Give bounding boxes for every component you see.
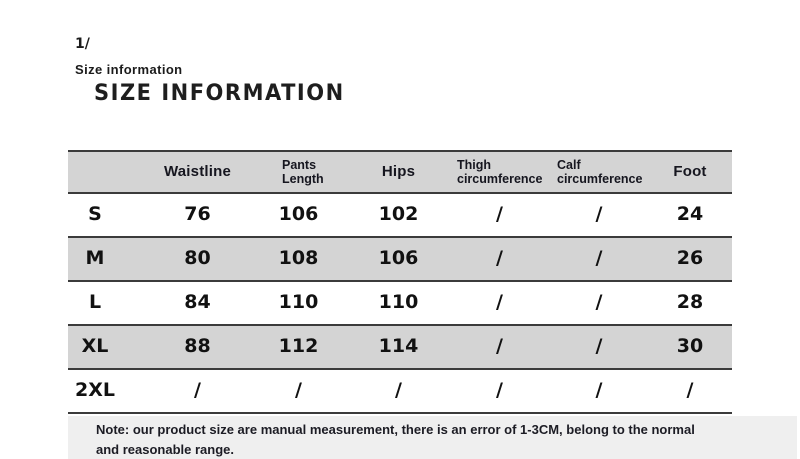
cell-hips: 106 <box>378 247 419 270</box>
size-table: Waistline Pants Length Hips Thigh circum… <box>68 150 732 414</box>
table-row-l: L 84 110 110 / / 28 <box>68 282 732 326</box>
cell-thigh-circumference: / <box>496 379 503 402</box>
cell-thigh-circumference: / <box>496 291 503 314</box>
cell-calf-circumference: / <box>595 203 603 226</box>
table-header-row: Waistline Pants Length Hips Thigh circum… <box>68 152 732 194</box>
cell-calf-circumference: / <box>595 335 603 358</box>
cell-foot: 24 <box>676 203 704 226</box>
cell-waistline: 88 <box>184 335 211 358</box>
cell-waistline: 80 <box>184 247 211 270</box>
column-header-waistline: Waistline <box>163 163 232 181</box>
page-title: SIZE INFORMATION <box>94 80 345 106</box>
cell-foot: 28 <box>676 291 704 314</box>
cell-pants-length: 110 <box>278 291 319 314</box>
measurement-note: Note: our product size are manual measur… <box>96 422 695 457</box>
cell-hips: / <box>395 379 402 402</box>
column-header-pants-length: Pants Length <box>282 157 324 186</box>
size-label: 2XL <box>75 379 115 402</box>
cell-waistline: / <box>194 379 201 402</box>
table-row-m: M 80 108 106 / / 26 <box>68 238 732 282</box>
column-header-thigh-circumference: Thigh circumference <box>457 157 543 186</box>
section-subtitle: Size information <box>75 62 183 77</box>
cell-pants-length: 112 <box>278 335 319 358</box>
cell-hips: 102 <box>378 203 419 226</box>
cell-calf-circumference: / <box>595 291 603 314</box>
cell-foot: 26 <box>676 247 704 270</box>
cell-calf-circumference: / <box>595 247 603 270</box>
cell-thigh-circumference: / <box>496 203 503 226</box>
table-row-2xl: 2XL / / / / / / <box>68 370 732 414</box>
column-header-size <box>68 152 146 192</box>
cell-hips: 110 <box>378 291 419 314</box>
size-label: L <box>88 291 102 314</box>
cell-thigh-circumference: / <box>496 247 503 270</box>
cell-foot: 30 <box>676 335 704 358</box>
cell-pants-length: / <box>295 379 302 402</box>
size-label: S <box>88 203 102 226</box>
cell-thigh-circumference: / <box>496 335 503 358</box>
size-label: M <box>85 247 105 270</box>
cell-hips: 114 <box>378 335 419 358</box>
cell-foot: / <box>686 379 694 402</box>
table-row-s: S 76 106 102 / / 24 <box>68 194 732 238</box>
cell-calf-circumference: / <box>595 379 603 402</box>
cell-waistline: 76 <box>184 203 211 226</box>
size-label: XL <box>81 335 109 358</box>
page-indicator: 1/ <box>75 36 90 52</box>
cell-pants-length: 108 <box>278 247 319 270</box>
column-header-calf-circumference: Calf circumference <box>557 157 643 186</box>
table-row-xl: XL 88 112 114 / / 30 <box>68 326 732 370</box>
column-header-foot: Foot <box>673 163 707 181</box>
column-header-hips: Hips <box>381 163 416 181</box>
cell-pants-length: 106 <box>278 203 319 226</box>
cell-waistline: 84 <box>184 291 211 314</box>
note-band: Note: our product size are manual measur… <box>68 416 797 459</box>
